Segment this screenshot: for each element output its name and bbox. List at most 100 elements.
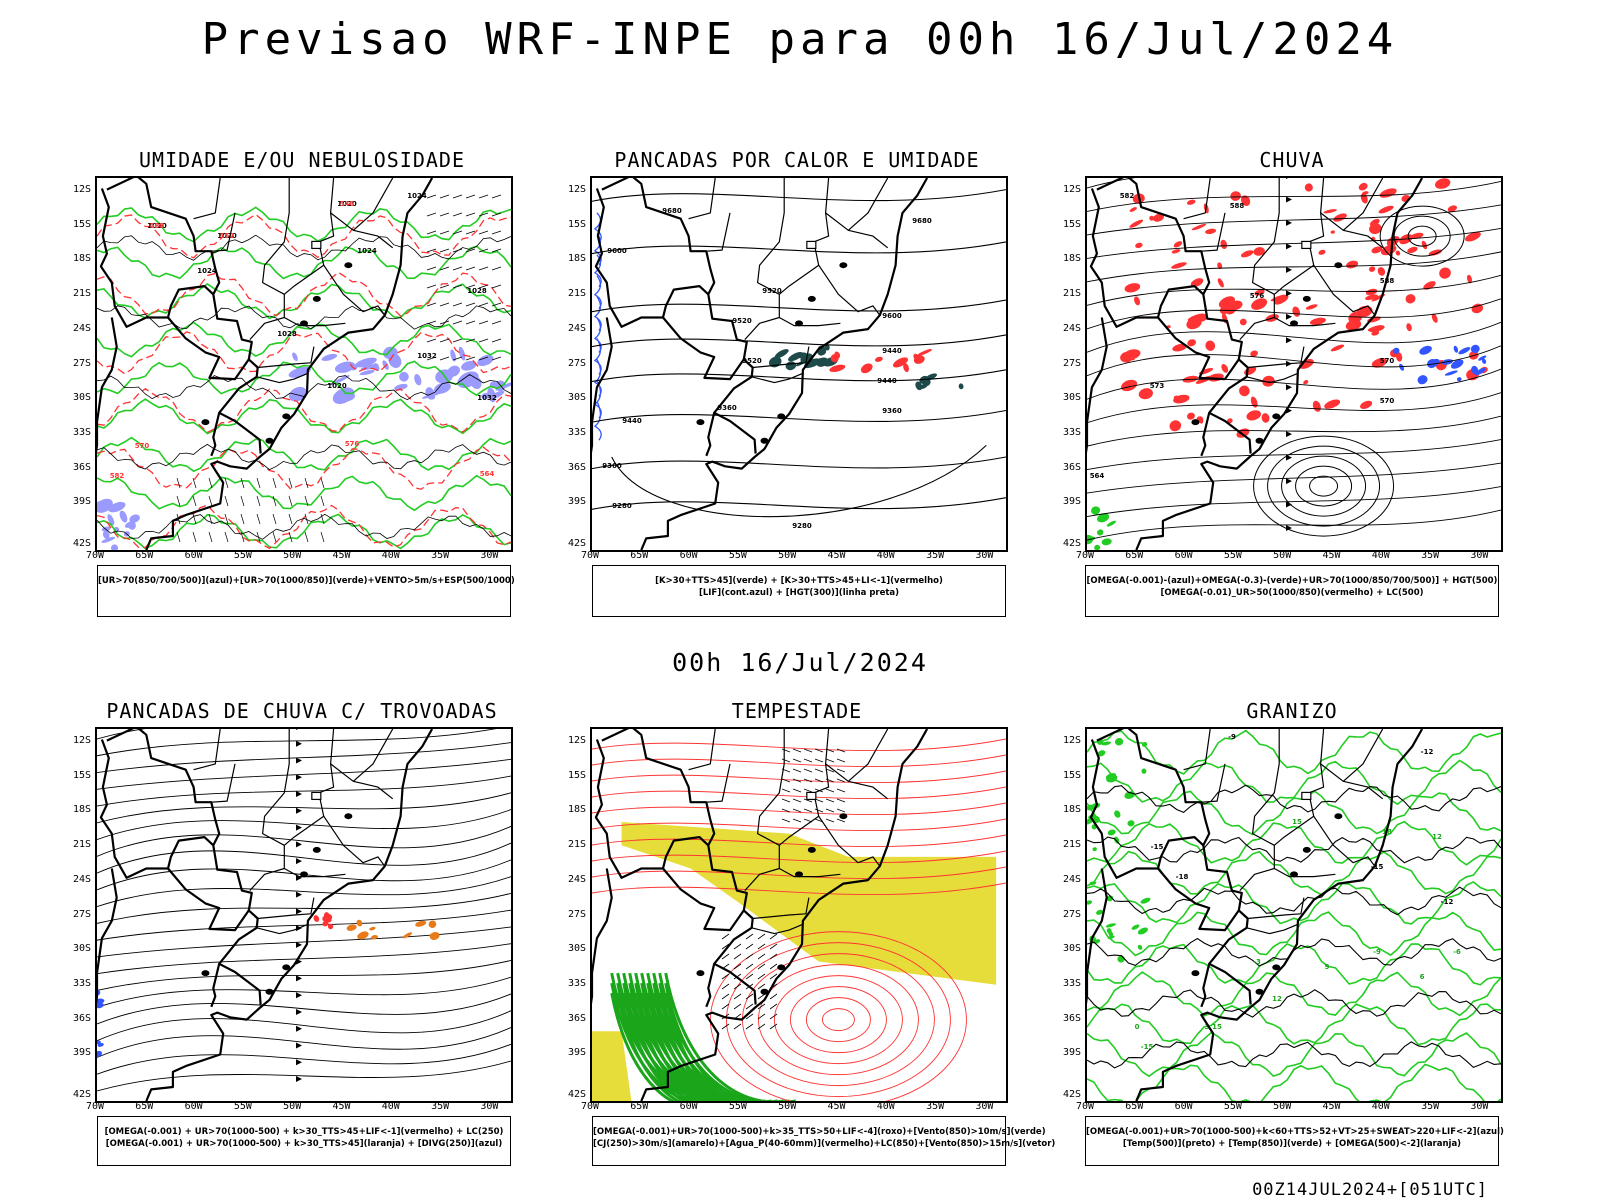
latitude-tick-label: 36S (72, 461, 91, 473)
legend-line: [K>30+TTS>45](verde) + [K>30+TTS>45+LI<-… (655, 576, 943, 586)
latitude-tick-label: 12S (72, 735, 91, 746)
contour-label: 12 (1432, 833, 1442, 841)
closed-circulation (1253, 435, 1395, 537)
longitude-tick-label: 35W (1421, 550, 1440, 561)
contour-label: 1024 (407, 192, 427, 200)
contour-label: 570 (1380, 397, 1395, 405)
contour-label: -3 (1253, 958, 1261, 966)
closed-circulation (1379, 205, 1465, 267)
contour-label: 1020 (217, 232, 237, 240)
rain-map: 582 588 588 576 570 573 570 564 (1085, 176, 1503, 552)
longitude-tick-label: 30W (480, 1101, 499, 1112)
latitude-tick-label: 12S (567, 735, 586, 746)
panel-title: TEMPESTADE (731, 699, 863, 723)
contour-label: 564 (480, 470, 495, 478)
instability-strong (829, 348, 932, 374)
longitude-tick-label: 70W (580, 550, 600, 561)
hail-map: -9 -12 -15 -18 -15 -12 -9 -6 -3 0 3 6 9 12 15 18 12 15 -15 (1085, 727, 1503, 1103)
legend-line: [OMEGA(-0.001)-(azul)+OMEGA(-0.3)-(verde… (1086, 576, 1498, 586)
longitude-tick-label: 65W (135, 550, 154, 561)
longitude-tick-label: 35W (926, 1101, 945, 1112)
contour-label: -15 (1371, 863, 1384, 871)
latitude-tick-label: 18S (1062, 253, 1081, 265)
contour-label: 1020 (147, 222, 167, 230)
longitude-tick-label: 50W (778, 550, 797, 561)
panel-title: UMIDADE E/OU NEBULOSIDADE (138, 148, 466, 172)
base-map (97, 178, 434, 550)
contour-label: -18 (1176, 873, 1189, 881)
longitude-tick-label: 45W (332, 1101, 351, 1112)
latitude-tick-label: 42S (72, 538, 91, 549)
contour-label: -12 (1421, 748, 1434, 756)
latitude-tick-label: 33S (72, 426, 91, 438)
longitude-tick-label: 40W (381, 550, 400, 561)
contour-label: 570 (1380, 357, 1395, 365)
contour-label: 9440 (882, 347, 902, 355)
contour-label: 9360 (602, 462, 622, 470)
wind-vectors (721, 748, 846, 1030)
contour-label: 1028 (467, 287, 487, 295)
longitude-tick-label: 35W (926, 550, 945, 561)
longitude-tick-label: 50W (778, 1101, 797, 1112)
longitude-tick-label: 30W (975, 1101, 994, 1112)
longitude-tick-label: 40W (1371, 1101, 1390, 1112)
contour-label: 9280 (792, 522, 812, 530)
latitude-tick-label: 15S (567, 218, 586, 230)
wind-vectors (176, 194, 502, 543)
longitude-tick-label: 65W (135, 1101, 154, 1112)
contour-label: -6 (1453, 948, 1461, 956)
latitude-tick-label: 39S (1062, 1047, 1081, 1059)
legend-line: [OMEGA(-0.001)+UR>70(1000-500)+k>35_TTS>… (593, 1127, 1046, 1137)
longitude-tick-label: 45W (827, 1101, 846, 1112)
thunderstorm-strong (313, 912, 334, 930)
thunderstorm-map (95, 727, 513, 1103)
contour-label: 3 (1205, 1023, 1210, 1031)
contour-label: 570 (135, 442, 150, 450)
latitude-tick-label: 36S (1062, 1012, 1081, 1024)
legend-line: [Temp(500)](preto) + [Temp(850)](verde) … (1122, 1139, 1462, 1149)
longitude-tick-label: 55W (728, 550, 747, 561)
latitude-tick-label: 24S (72, 873, 91, 885)
contour-label: 9280 (612, 502, 632, 510)
latitude-tick-label: 27S (567, 908, 586, 920)
legend-line: [OMEGA(-0.001) + UR>70(1000-500) + k>30_… (105, 1139, 503, 1149)
run-info-footer: 00Z14JUL2024+[051UTC] (1252, 1180, 1488, 1200)
latitude-tick-label: 27S (1062, 908, 1081, 920)
panel-legend: [K>30+TTS>45](verde) + [K>30+TTS>45+LI<-… (592, 565, 1006, 617)
latitude-tick-label: 33S (567, 426, 586, 438)
latitude-tick-label: 21S (1062, 288, 1081, 300)
longitude-tick-label: 40W (381, 1101, 400, 1112)
latitude-tick-label: 36S (1062, 461, 1081, 473)
latitude-tick-label: 39S (72, 1047, 91, 1059)
latitude-tick-label: 33S (1062, 426, 1081, 438)
longitude-tick-label: 45W (1322, 1101, 1341, 1112)
latitude-tick-label: 36S (72, 1012, 91, 1024)
latitude-tick-label: 21S (72, 288, 91, 300)
base-map (592, 729, 929, 1101)
longitude-tick-label: 55W (1223, 550, 1242, 561)
latitude-tick-label: 18S (72, 253, 91, 265)
contour-label: 588 (1230, 202, 1245, 210)
latitude-tick-label: 30S (72, 943, 91, 955)
longitude-tick-label: 70W (1075, 1101, 1095, 1112)
longitude-tick-label: 55W (728, 1101, 747, 1112)
latitude-tick-label: 18S (1062, 804, 1081, 816)
latitude-tick-label: 27S (1062, 357, 1081, 369)
latitude-tick-label: 18S (72, 804, 91, 816)
longitude-tick-label: 60W (184, 550, 203, 561)
temp850-contours-andes (1087, 737, 1151, 963)
longitude-tick-label: 30W (1470, 1101, 1489, 1112)
longitude-tick-label: 70W (85, 550, 105, 561)
longitude-tick-label: 40W (1371, 550, 1390, 561)
panel-legend: [UR>70(850/700/500)](azul)+[UR>70(1000/8… (97, 565, 515, 617)
latitude-tick-label: 42S (72, 1089, 91, 1100)
main-title: Previsao WRF-INPE para 00h 16/Jul/2024 (201, 14, 1399, 65)
latitude-tick-label: 15S (72, 769, 91, 781)
latitude-tick-label: 12S (567, 184, 586, 195)
contour-label: 552 (220, 232, 235, 240)
humidity-high-levels-south (97, 498, 140, 550)
longitude-tick-label: 30W (480, 550, 499, 561)
contour-label: 564 (1090, 472, 1105, 480)
contour-label: 582 (1120, 192, 1135, 200)
legend-line: [UR>70(850/700/500)](azul)+[UR>70(1000/8… (98, 576, 515, 586)
